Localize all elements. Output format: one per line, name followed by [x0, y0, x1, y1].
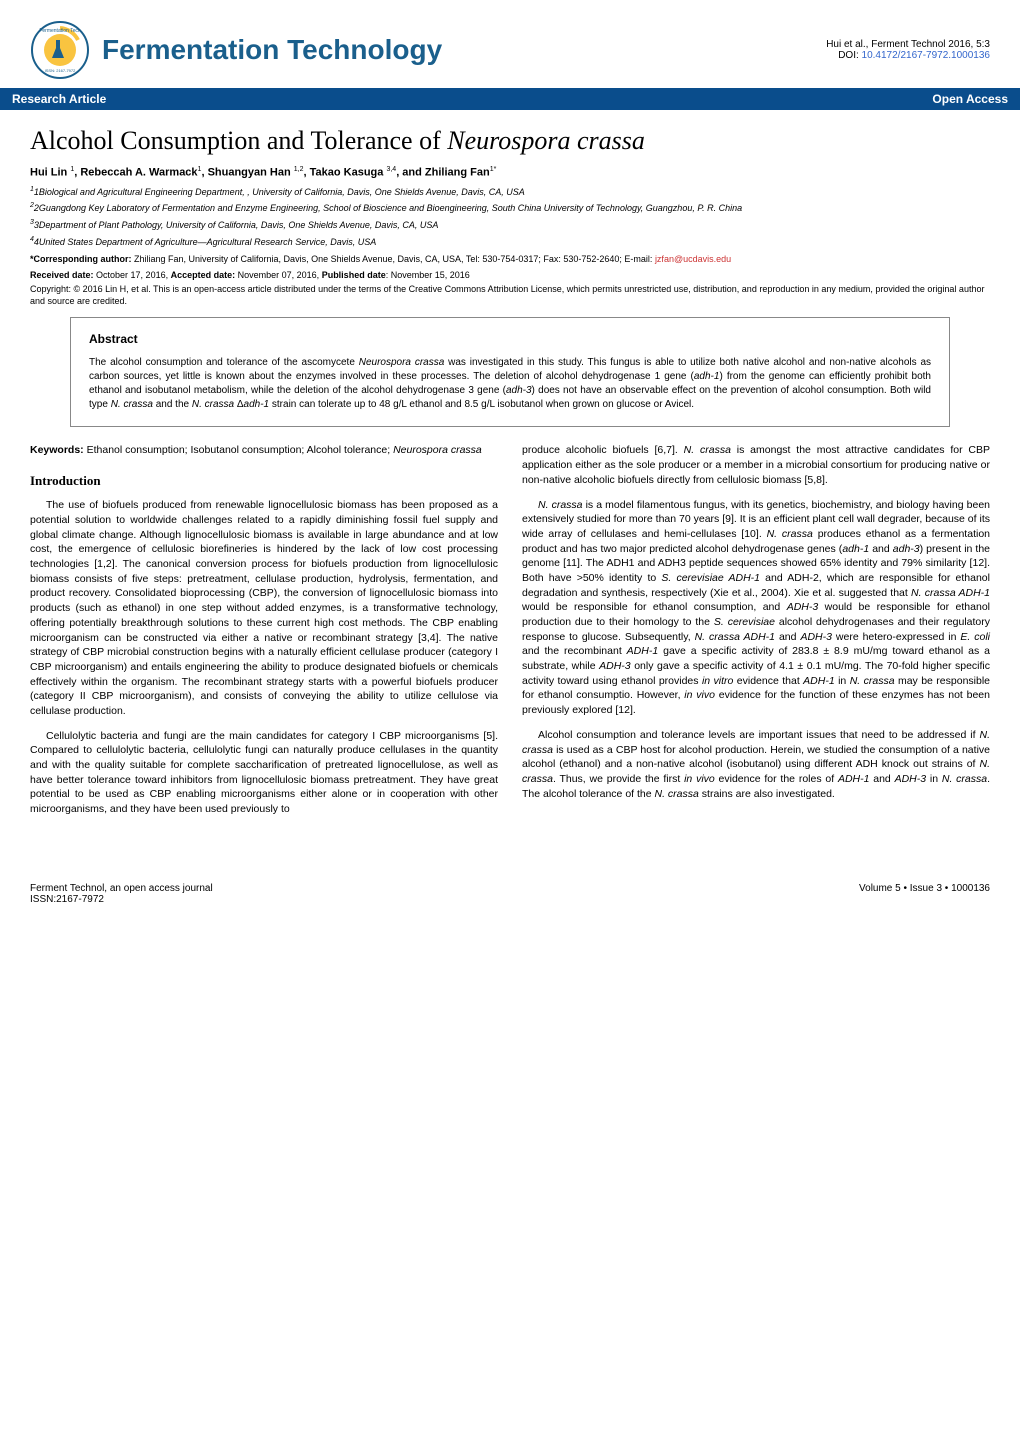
- abstract-text: The alcohol consumption and tolerance of…: [89, 356, 931, 412]
- introduction-heading: Introduction: [30, 472, 498, 490]
- right-para-2: N. crassa is a model filamentous fungus,…: [522, 498, 990, 718]
- right-para-3: Alcohol consumption and tolerance levels…: [522, 728, 990, 801]
- doi-label: DOI:: [838, 50, 861, 61]
- authors-line: Hui Lin 1, Rebeccah A. Warmack1, Shuangy…: [30, 166, 990, 179]
- keywords-label: Keywords:: [30, 444, 87, 456]
- corresponding-author: *Corresponding author: Zhiliang Fan, Uni…: [30, 254, 990, 266]
- intro-para-2: Cellulolytic bacteria and fungi are the …: [30, 729, 498, 817]
- svg-text:Fermentation Tech: Fermentation Tech: [39, 28, 81, 34]
- intro-para-1: The use of biofuels produced from renewa…: [30, 498, 498, 718]
- right-para-1: produce alcoholic biofuels [6,7]. N. cra…: [522, 443, 990, 487]
- left-column: Keywords: Ethanol consumption; Isobutano…: [30, 443, 498, 826]
- footer-right: Volume 5 • Issue 3 • 1000136: [859, 883, 990, 905]
- article-title: Alcohol Consumption and Tolerance of Neu…: [30, 126, 990, 156]
- corresponding-email[interactable]: jzfan@ucdavis.edu: [655, 254, 731, 264]
- header-left: Fermentation Tech ISSN: 2167-7972 Fermen…: [30, 20, 442, 80]
- journal-title: Fermentation Technology: [102, 34, 442, 66]
- footer-journal: Ferment Technol, an open access journal: [30, 883, 213, 894]
- citation: Hui et al., Ferment Technol 2016, 5:3: [826, 39, 990, 50]
- affiliation-3: 33Department of Plant Pathology, Univers…: [30, 218, 990, 232]
- publication-dates: Received date: October 17, 2016, Accepte…: [30, 270, 990, 280]
- copyright-notice: Copyright: © 2016 Lin H, et al. This is …: [30, 284, 990, 307]
- affiliation-1: 11Biological and Agricultural Engineerin…: [30, 185, 990, 199]
- corresponding-label: *Corresponding author:: [30, 254, 134, 264]
- header-right: Hui et al., Ferment Technol 2016, 5:3 DO…: [826, 39, 990, 61]
- affiliation-4: 44United States Department of Agricultur…: [30, 235, 990, 249]
- doi-link[interactable]: 10.4172/2167-7972.1000136: [862, 50, 990, 61]
- corresponding-text: Zhiliang Fan, University of California, …: [134, 254, 655, 264]
- affiliation-2: 22Guangdong Key Laboratory of Fermentati…: [30, 201, 990, 215]
- svg-text:ISSN: 2167-7972: ISSN: 2167-7972: [45, 68, 76, 73]
- right-column: produce alcoholic biofuels [6,7]. N. cra…: [522, 443, 990, 826]
- article-type-bar: Research Article Open Access: [0, 88, 1020, 110]
- article-type: Research Article: [12, 92, 106, 106]
- body-columns: Keywords: Ethanol consumption; Isobutano…: [30, 443, 990, 826]
- footer-left: Ferment Technol, an open access journal …: [30, 883, 213, 905]
- keywords: Keywords: Ethanol consumption; Isobutano…: [30, 443, 498, 458]
- open-access-label: Open Access: [932, 92, 1008, 106]
- main-content: Alcohol Consumption and Tolerance of Neu…: [0, 110, 1020, 843]
- page-header: Fermentation Tech ISSN: 2167-7972 Fermen…: [0, 0, 1020, 80]
- journal-logo: Fermentation Tech ISSN: 2167-7972: [30, 20, 90, 80]
- footer-issn: ISSN:2167-7972: [30, 894, 213, 905]
- abstract-box: Abstract The alcohol consumption and tol…: [70, 317, 950, 427]
- doi-line: DOI: 10.4172/2167-7972.1000136: [826, 50, 990, 61]
- abstract-heading: Abstract: [89, 332, 931, 346]
- page-footer: Ferment Technol, an open access journal …: [0, 863, 1020, 925]
